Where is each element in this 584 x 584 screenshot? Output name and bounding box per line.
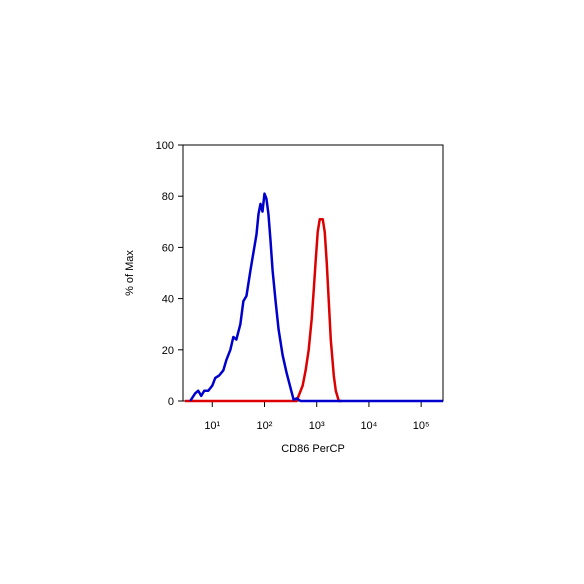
y-tick-label: 40 xyxy=(162,294,174,306)
y-tick-label: 0 xyxy=(168,396,174,408)
y-axis-label: % of Max xyxy=(124,250,136,296)
x-tick-label: 10⁵ xyxy=(413,420,430,432)
x-axis-label: CD86 PerCP xyxy=(281,443,345,455)
histogram-line xyxy=(184,217,342,403)
y-tick-label: 60 xyxy=(162,242,174,254)
y-tick-label: 80 xyxy=(162,191,174,203)
x-tick-label: 10⁴ xyxy=(360,420,377,432)
x-tick-label: 10¹ xyxy=(204,420,220,432)
histogram-line xyxy=(189,192,443,403)
y-tick-label: 100 xyxy=(156,140,174,152)
y-tick-label: 20 xyxy=(162,345,174,357)
x-tick-label: 10² xyxy=(257,420,273,432)
x-tick-label: 10³ xyxy=(309,420,325,432)
